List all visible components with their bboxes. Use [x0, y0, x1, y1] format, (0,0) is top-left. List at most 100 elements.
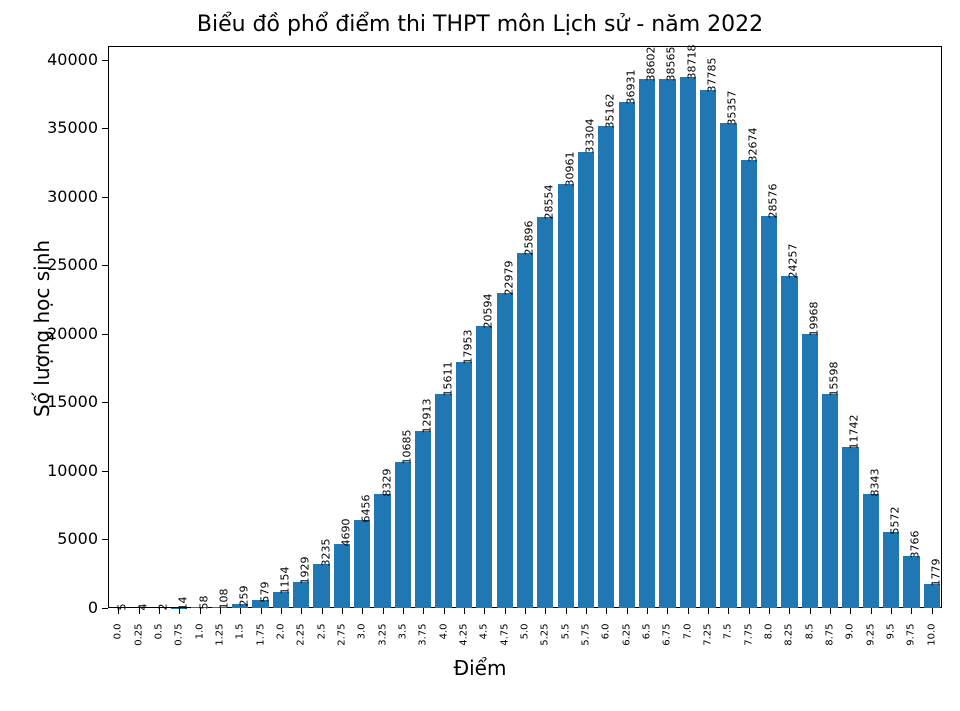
bar-value-label: 35357: [726, 91, 739, 126]
bar-value-label: 58: [197, 596, 210, 610]
bar-value-label: 6456: [360, 494, 373, 522]
x-tick-mark: [545, 608, 546, 614]
bar-value-label: 15611: [441, 362, 454, 397]
bar-value-label: 28554: [543, 184, 556, 219]
bar: [822, 394, 838, 608]
x-tick-mark: [708, 608, 709, 614]
x-tick-mark: [911, 608, 912, 614]
x-tick-mark: [362, 608, 363, 614]
figure: Biểu đồ phổ điểm thi THPT môn Lịch sử - …: [0, 0, 960, 711]
bar: [639, 79, 655, 608]
bar: [415, 431, 431, 608]
bar-value-label: 4: [136, 603, 149, 610]
x-tick-mark: [240, 608, 241, 614]
x-tick-mark: [322, 608, 323, 614]
bar-value-label: 8329: [380, 468, 393, 496]
bar-value-label: 579: [258, 582, 271, 603]
bar-value-label: 19968: [807, 302, 820, 337]
chart-title: Biểu đồ phổ điểm thi THPT môn Lịch sử - …: [0, 12, 960, 37]
y-tick-mark: [102, 402, 108, 403]
x-axis-label: Điểm: [0, 656, 960, 680]
y-tick-label: 5000: [28, 529, 98, 548]
bar-value-label: 15598: [828, 362, 841, 397]
bar: [395, 462, 411, 608]
bar: [476, 326, 492, 608]
bar: [659, 79, 675, 608]
x-tick-mark: [667, 608, 668, 614]
x-tick-mark: [606, 608, 607, 614]
bar: [619, 102, 635, 608]
bar-value-label: 14: [177, 596, 190, 610]
bar: [578, 152, 594, 609]
bar-value-label: 24257: [787, 243, 800, 278]
bar-value-label: 12913: [421, 398, 434, 433]
bar: [863, 494, 879, 608]
bar-value-label: 25896: [523, 221, 536, 256]
x-tick-mark: [932, 608, 933, 614]
x-tick-mark: [586, 608, 587, 614]
bar: [558, 184, 574, 608]
x-tick-mark: [769, 608, 770, 614]
x-tick-mark: [261, 608, 262, 614]
y-tick-mark: [102, 60, 108, 61]
x-tick-mark: [525, 608, 526, 614]
x-tick-mark: [688, 608, 689, 614]
x-tick-mark: [281, 608, 282, 614]
y-tick-mark: [102, 539, 108, 540]
x-tick-mark: [789, 608, 790, 614]
bar-value-label: 22979: [502, 261, 515, 296]
x-tick-mark: [403, 608, 404, 614]
bar: [497, 293, 513, 608]
x-tick-mark: [342, 608, 343, 614]
bar: [842, 447, 858, 608]
bar-value-label: 1154: [278, 567, 291, 595]
bar-value-label: 1929: [299, 556, 312, 584]
bar-value-label: 37785: [706, 58, 719, 93]
bar-value-label: 20594: [482, 293, 495, 328]
x-tick-mark: [647, 608, 648, 614]
y-tick-mark: [102, 197, 108, 198]
bar-value-label: 38718: [685, 45, 698, 80]
bar-value-label: 5572: [889, 506, 902, 534]
bar: [313, 564, 329, 608]
bar-value-label: 1779: [929, 558, 942, 586]
bar-value-label: 30961: [563, 151, 576, 186]
x-tick-mark: [423, 608, 424, 614]
y-tick-label: 0: [28, 598, 98, 617]
bar: [537, 217, 553, 608]
bar: [903, 556, 919, 608]
bar: [293, 582, 309, 608]
bar: [354, 520, 370, 608]
x-tick-mark: [505, 608, 506, 614]
bar-value-label: 38602: [645, 46, 658, 81]
bar: [802, 334, 818, 608]
bar-value-label: 5: [116, 603, 129, 610]
x-tick-mark: [871, 608, 872, 614]
x-tick-mark: [830, 608, 831, 614]
bar: [456, 362, 472, 608]
bar-value-label: 32674: [746, 128, 759, 163]
bar: [680, 77, 696, 608]
y-tick-mark: [102, 471, 108, 472]
y-tick-mark: [102, 608, 108, 609]
bar: [883, 532, 899, 608]
y-tick-mark: [102, 334, 108, 335]
bar: [761, 216, 777, 608]
x-tick-mark: [566, 608, 567, 614]
y-tick-label: 25000: [28, 255, 98, 274]
bar: [598, 126, 614, 608]
bar-value-label: 259: [238, 586, 251, 607]
bar: [517, 253, 533, 608]
x-tick-mark: [301, 608, 302, 614]
bar-value-label: 17953: [461, 329, 474, 364]
y-tick-mark: [102, 265, 108, 266]
bar: [781, 276, 797, 608]
y-tick-label: 10000: [28, 461, 98, 480]
x-tick-mark: [810, 608, 811, 614]
x-tick-mark: [484, 608, 485, 614]
bar-value-label: 11742: [848, 415, 861, 450]
bar-value-label: 38565: [665, 47, 678, 82]
bar: [924, 584, 940, 608]
bar-value-label: 4690: [339, 518, 352, 546]
bar-value-label: 3235: [319, 538, 332, 566]
